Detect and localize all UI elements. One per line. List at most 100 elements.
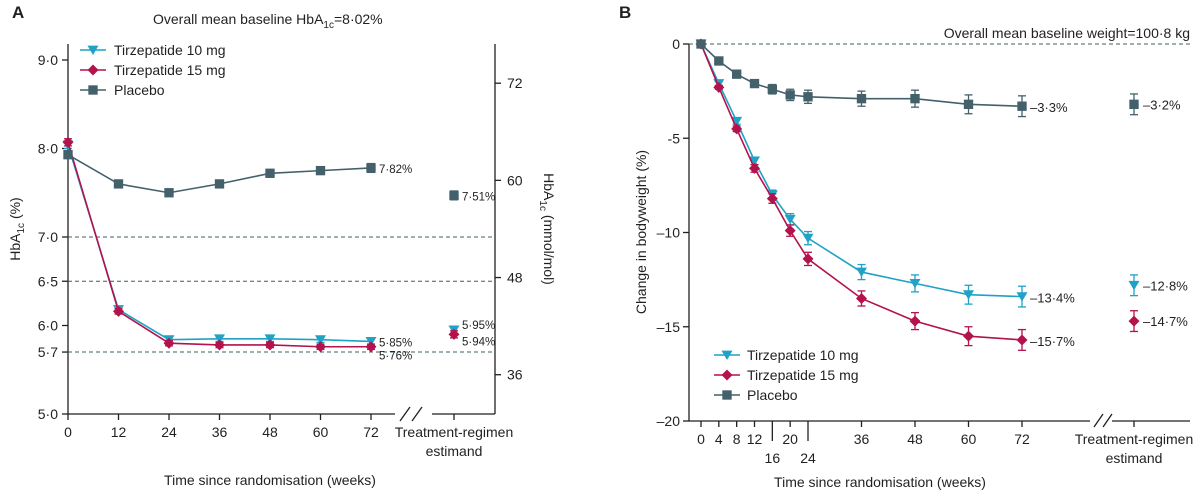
panel-a-legend-item-0: Tirzepatide 10 mg: [80, 42, 226, 58]
panel-a-legend-label-1: Tirzepatide 15 mg: [114, 62, 226, 78]
panel-a-series: 5·85% 5·95% 5·76% 5·94% 7·82% 7·51%: [62, 136, 495, 363]
panel-b-s1-point-3: [749, 162, 760, 174]
panel-a-y-tick-label-2: 6·0: [38, 318, 58, 334]
panel-b-s1-point-8: [909, 315, 921, 327]
panel-b-s0-point-8: [909, 278, 921, 289]
panel-a-x-tick-label-4: 48: [262, 424, 278, 440]
panel-a-estimand-label-1: Treatment-regimen: [395, 424, 514, 440]
panel-b-legend-marker-2: [722, 390, 732, 400]
panel-a-right-tick-label-1: 48: [507, 270, 523, 286]
panel-a: A Overall mean baseline HbA1c=8·02% 5·05…: [7, 3, 557, 488]
panel-a-estimand-label-2: estimand: [426, 443, 483, 459]
panel-b-s1-point-7: [856, 292, 867, 304]
panel-a-x-tick-label-3: 36: [212, 424, 228, 440]
panel-a-s2-point-0: [63, 150, 73, 160]
panel-a-baseline-note: Overall mean baseline HbA1c=8·02%: [153, 11, 383, 31]
panel-b-s0-point-10: [1016, 292, 1028, 302]
panel-b-y-ticks: –20 –15 –10 -5 0: [657, 36, 689, 429]
panel-b-x-tick-label-1: 4: [715, 431, 723, 447]
panel-b-series-0: –13·4% –12·8%: [695, 39, 1188, 308]
panel-b-s1-point-5: [784, 225, 796, 237]
panel-a-s1-point-6: [365, 341, 377, 353]
panel-a-legend-marker-0: [87, 45, 99, 55]
panel-b-y-axis-title: Change in bodyweight (%): [633, 150, 649, 314]
panel-b-x-tick-label-9: 60: [961, 431, 977, 447]
panel-b-legend: Tirzepatide 10 mg Tirzepatide 15 mg Placeb…: [714, 347, 859, 403]
panel-b-s0-estimand-point: [1128, 280, 1140, 291]
panel-a-series-line-0: [67, 144, 372, 343]
panel-a-x-tick-label-5: 60: [313, 424, 329, 440]
panel-b-y-tick-label-4: 0: [672, 36, 680, 52]
panel-a-series-1: 5·76% 5·94%: [62, 136, 495, 363]
panel-b-s2-estimand-label: –3·2%: [1143, 97, 1181, 112]
panel-b-x-tick-label-7: 36: [854, 431, 870, 447]
panel-b-s2-point-1: [714, 56, 724, 66]
panel-a-y-tick-label-5: 8·0: [38, 141, 58, 157]
panel-b-x-tick-label-3: 12: [747, 431, 763, 447]
panel-b-s2-point-7: [856, 93, 867, 104]
panel-a-s1-point-1: [113, 305, 124, 317]
panel-b-s2-point-8: [910, 93, 920, 104]
panel-b-x-tick-label-6: 24: [800, 450, 816, 466]
panel-b-series-2: –3·3% –3·2%: [696, 39, 1181, 118]
panel-b-legend-marker-1: [721, 369, 733, 381]
panel-b-x-axis-title: Time since randomisation (weeks): [774, 474, 986, 490]
panel-a-y-axis-title: HbA1c (%): [7, 197, 27, 260]
panel-a-s1-point-4: [264, 339, 276, 351]
panel-a-axis-break: [399, 406, 423, 422]
panel-a-x-tick-label-2: 24: [161, 424, 177, 440]
panel-b-s2-end-label: –3·3%: [1030, 100, 1068, 115]
panel-a-s1-end-label: 5·76%: [379, 351, 412, 363]
panel-a-s2-point-2: [164, 188, 174, 198]
panel-b-s0-point-7: [856, 267, 867, 278]
panel-b-y-tick-label-3: -5: [668, 130, 681, 146]
panel-b-legend-marker-0: [721, 350, 733, 360]
panel-a-y-tick-label-1: 5·7: [38, 344, 58, 360]
panel-a-x-tick-label-6: 72: [363, 424, 379, 440]
panel-b-baseline-note: Overall mean baseline weight=100·8 kg: [944, 25, 1190, 41]
panel-a-s1-point-5: [315, 341, 326, 353]
panel-b-y-tick-label-2: –10: [657, 225, 681, 241]
panel-b-s1-estimand-label: –14·7%: [1143, 314, 1188, 329]
panel-b-legend-label-0: Tirzepatide 10 mg: [747, 347, 859, 363]
panel-a-series-line-1: [67, 142, 371, 348]
panel-a-x-tick-label-1: 12: [111, 424, 127, 440]
panel-b-series-1: –15·7% –14·7%: [695, 38, 1188, 351]
panel-b-s0-point-5: [784, 214, 796, 225]
panel-a-legend-item-2: Placebo: [80, 82, 165, 98]
panel-b-x-tick-label-2: 8: [733, 431, 741, 447]
panel-b-s0-point-2: [731, 116, 743, 127]
panel-b-s2-point-3: [749, 78, 760, 89]
panel-b-y-tick-label-0: –20: [657, 413, 681, 429]
panel-a-s2-point-1: [113, 179, 124, 189]
panel-b-s1-point-1: [713, 81, 725, 93]
panel-b-x-tick-label-10: 72: [1014, 431, 1030, 447]
panel-b-s2-point-4: [767, 84, 778, 94]
panel-b-s1-end-label: –15·7%: [1030, 334, 1075, 349]
panel-b-s2-point-9: [963, 99, 974, 109]
panel-b-estimand-label-2: estimand: [1106, 450, 1163, 466]
panel-a-s2-estimand-label: 7·51%: [462, 191, 495, 203]
panel-a-s1-point-3: [214, 339, 225, 351]
panel-b-s2-point-6: [803, 92, 813, 102]
panel-a-series-2: 7·82% 7·51%: [63, 150, 495, 203]
panel-b-estimand-label-1: Treatment-regimen: [1075, 431, 1194, 447]
panel-a-x-ticks: 0 12 24 36 48 60 72: [64, 414, 455, 440]
panel-a-series-0: 5·85% 5·95%: [62, 140, 495, 349]
panel-a-s2-end-label: 7·82%: [379, 164, 412, 176]
panel-a-y-ticks: 5·0 5·7 6·0 6·5 7·0 8·0 9·0: [38, 52, 68, 422]
panel-a-s2-point-3: [214, 179, 225, 189]
panel-a-right-tick-label-2: 60: [507, 172, 523, 188]
panel-b-s2-point-5: [785, 90, 795, 100]
panel-b-legend-item-0: Tirzepatide 10 mg: [714, 347, 859, 363]
panel-a-s2-point-4: [265, 168, 275, 178]
panel-b-legend-item-1: Tirzepatide 15 mg: [714, 367, 859, 383]
panel-b-s0-point-3: [749, 156, 760, 166]
panel-b-y-tick-label-1: –15: [657, 319, 681, 335]
panel-b-s2-point-2: [731, 69, 742, 79]
panel-a-reference-lines: [68, 236, 495, 353]
panel-b-letter: B: [619, 3, 631, 22]
panel-b-legend-item-2: Placebo: [714, 387, 798, 403]
panel-b-series: –13·4% –12·8% –15·7% –14·7% –3·3% –3·2%: [695, 38, 1188, 351]
